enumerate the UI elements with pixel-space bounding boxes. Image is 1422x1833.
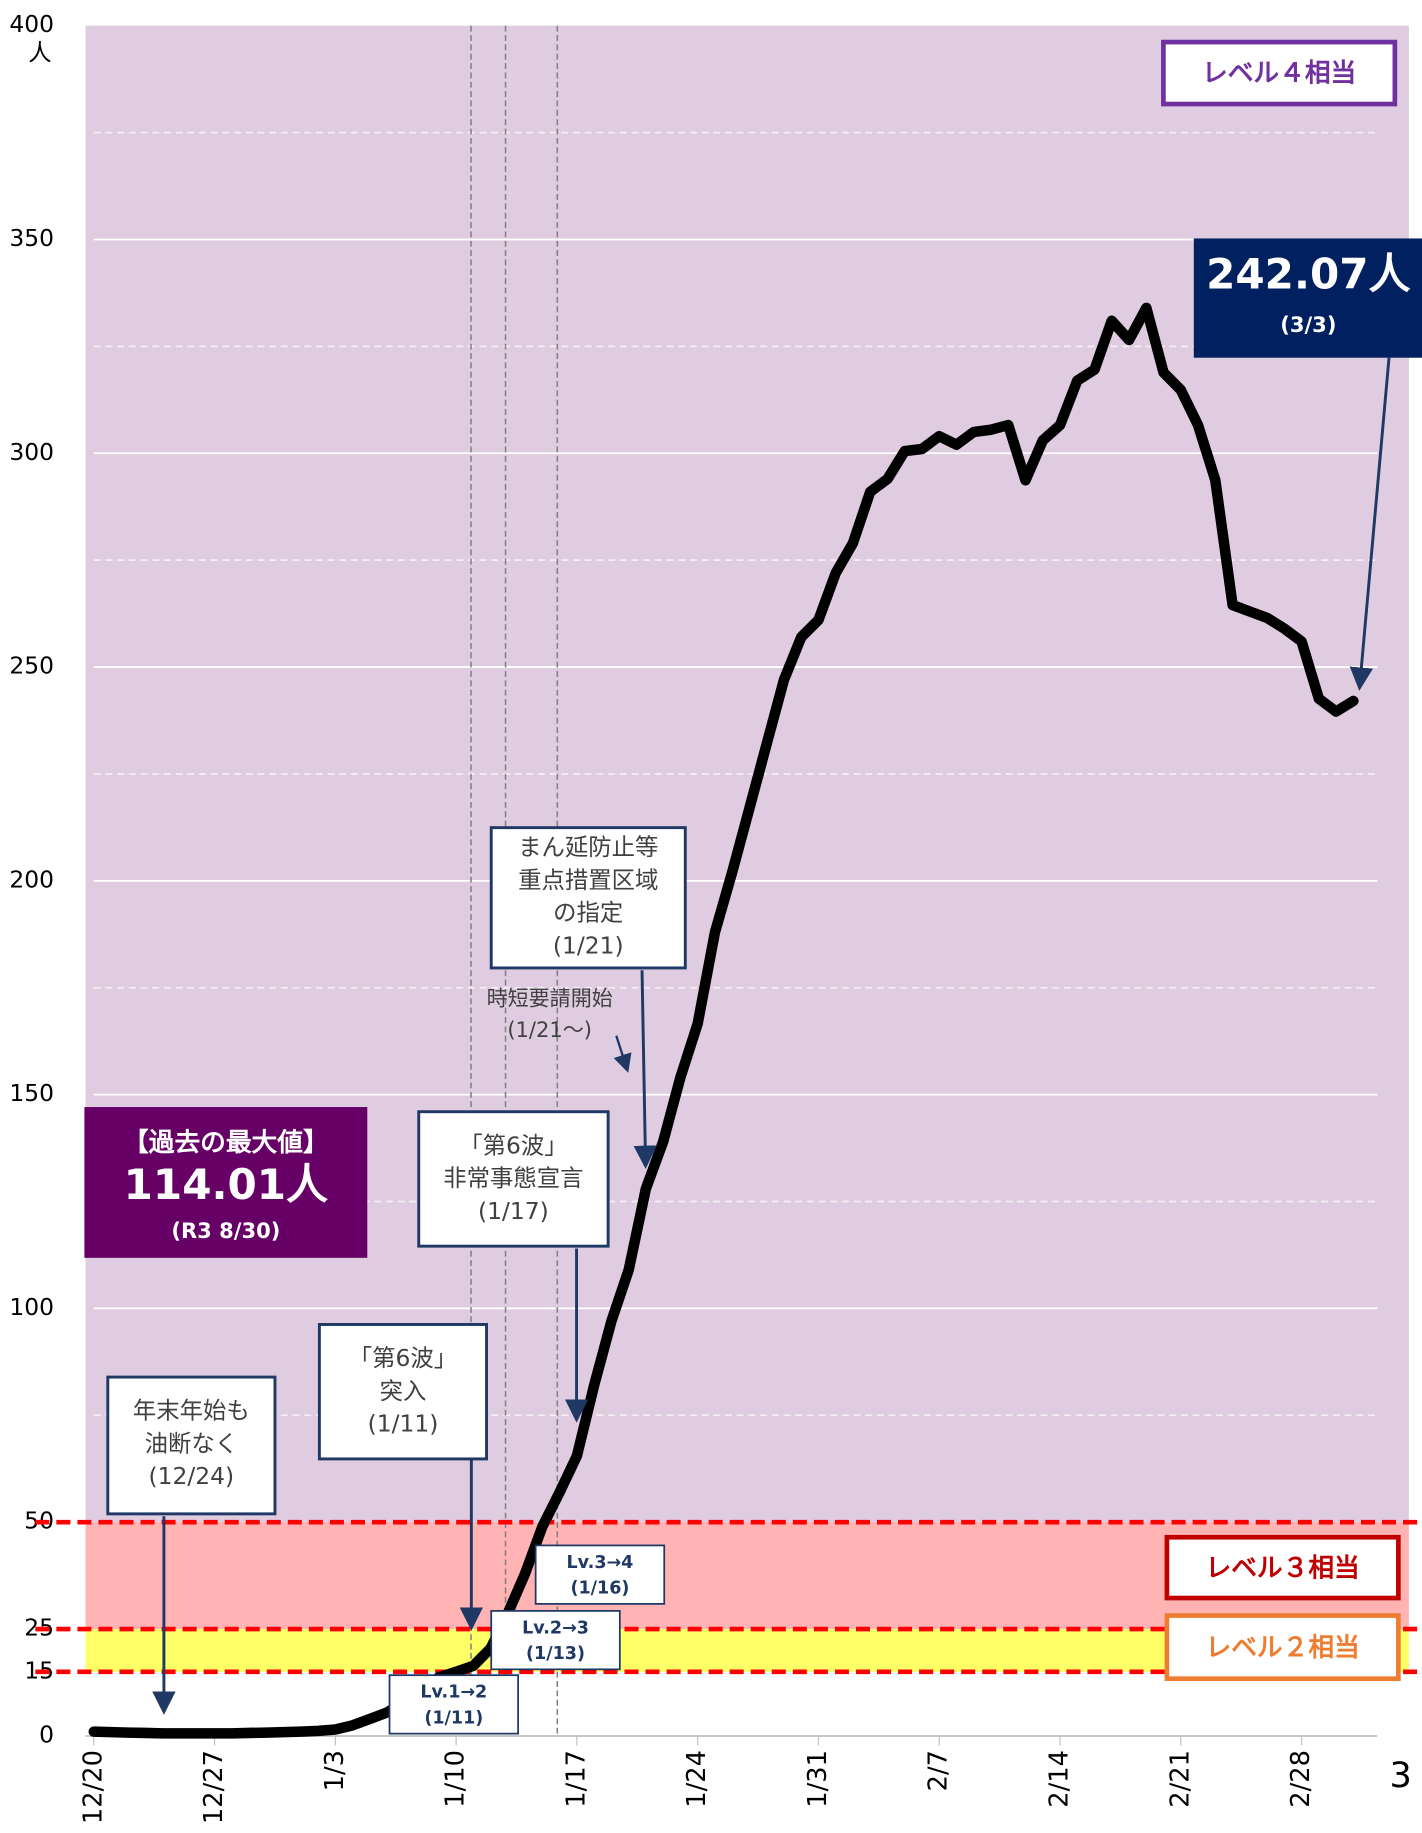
x-tick-label: 2/7 <box>924 1750 954 1791</box>
level-change-text: (1/16) <box>570 1579 629 1599</box>
level-change-box <box>490 1610 621 1671</box>
page-number: 3 <box>1390 1755 1412 1796</box>
level-label-box <box>1164 1613 1401 1682</box>
callout-box <box>106 1375 277 1516</box>
callout-text: 時短要請開始 <box>487 985 613 1010</box>
callout-arrow <box>633 970 657 1170</box>
level-change-text: Lv.3→4 <box>567 1553 634 1573</box>
level-label-box <box>1164 1534 1401 1601</box>
callout-text: 非常事態宣言 <box>443 1164 583 1192</box>
x-tick-label: 1/24 <box>682 1750 712 1808</box>
level-label: レベル３相当 <box>1206 1553 1360 1583</box>
level-label: レベル４相当 <box>1202 59 1356 89</box>
callout-text: まん延防止等 <box>518 833 658 861</box>
y-tick-label: 300 <box>9 438 54 466</box>
max-value-text: 【過去の最大値】 <box>123 1128 329 1158</box>
y-tick-label: 250 <box>9 652 54 680</box>
x-tick-label: 12/20 <box>78 1750 108 1824</box>
x-tick-label: 1/17 <box>561 1750 591 1808</box>
level-change-box <box>388 1674 519 1735</box>
callout-text: 突入 <box>380 1377 427 1405</box>
max-value-text: (R3 8/30) <box>171 1218 280 1243</box>
x-tick-label: 1/31 <box>803 1750 833 1808</box>
callout-text: (1/17) <box>478 1197 549 1225</box>
x-tick-label: 2/21 <box>1165 1750 1195 1808</box>
latest-value-text: 242.07人 <box>1206 250 1410 299</box>
callout-box <box>417 1110 610 1248</box>
callout-arrow <box>613 1035 632 1073</box>
x-tick-label: 2/14 <box>1045 1750 1075 1808</box>
level-change-text: Lv.1→2 <box>420 1683 487 1703</box>
callout-text: 「第6波」 <box>349 1344 457 1372</box>
y-tick-label: 200 <box>9 865 54 893</box>
level-change-text: Lv.2→3 <box>522 1618 589 1638</box>
x-tick-label: 1/3 <box>320 1750 350 1791</box>
max-value-box <box>84 1107 368 1258</box>
x-tick-label: 2/28 <box>1286 1750 1316 1808</box>
callout-text: 「第6波」 <box>459 1131 567 1159</box>
callout-text: (1/21) <box>553 931 624 959</box>
callout-text: (12/24) <box>149 1462 235 1490</box>
callout-text: の指定 <box>553 899 623 927</box>
callout-arrow <box>1349 357 1391 691</box>
callout-text: 年末年始も <box>133 1397 250 1425</box>
latest-value-text: (3/3) <box>1280 312 1336 337</box>
callout-text: (1/21～) <box>507 1017 592 1042</box>
latest-value-box <box>1193 238 1422 358</box>
y-tick-label: 150 <box>9 1079 54 1107</box>
level-change-text: (1/11) <box>424 1708 483 1728</box>
max-value-text: 114.01人 <box>124 1160 328 1209</box>
callout-box <box>489 826 687 970</box>
x-tick-label: 12/27 <box>199 1750 229 1824</box>
callout-box <box>317 1323 489 1461</box>
level-label: レベル２相当 <box>1206 1633 1360 1663</box>
callout-text: 重点措置区域 <box>518 866 658 894</box>
y-tick-label: 100 <box>9 1293 54 1321</box>
level-change-text: (1/13) <box>526 1644 585 1664</box>
callout-text: 油断なく <box>145 1429 239 1457</box>
level-change-box <box>534 1544 666 1605</box>
callout-text: (1/11) <box>368 1410 439 1438</box>
x-tick-label: 1/10 <box>441 1750 471 1808</box>
y-tick-label: 350 <box>9 224 54 252</box>
y-unit: 人 <box>28 38 51 66</box>
data-line <box>88 302 1359 1739</box>
y-tick-label: 0 <box>39 1720 54 1748</box>
y-tick-label: 400 <box>9 10 54 38</box>
level-label-box <box>1161 39 1398 107</box>
